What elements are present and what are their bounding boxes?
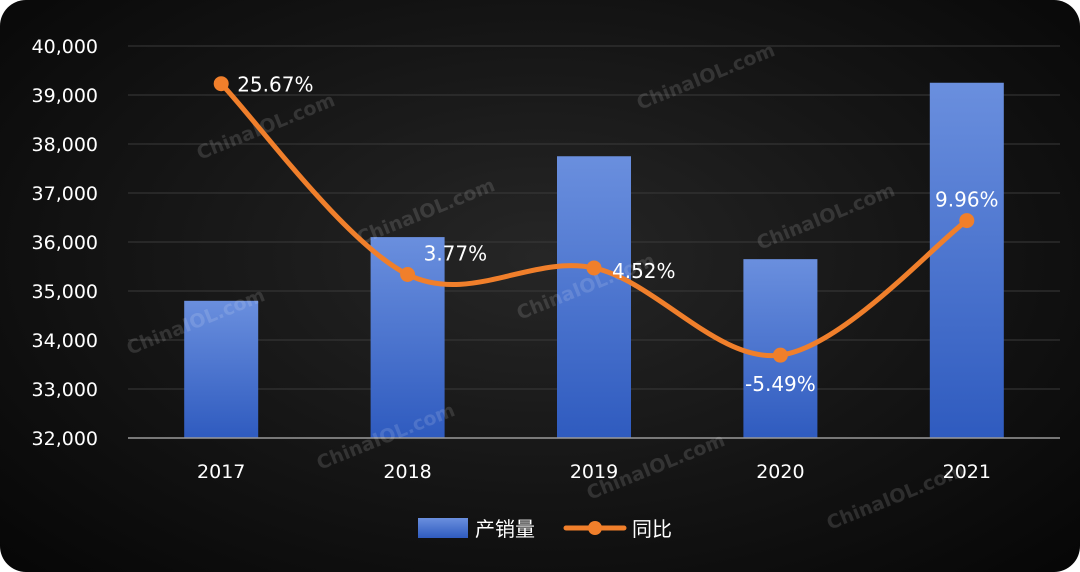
watermark-text: ChinaIOL.com: [754, 179, 899, 254]
x-axis-tick-labels: 2017 2018 2019 2020 2021: [197, 461, 991, 483]
x-tick-label: 2021: [943, 461, 991, 483]
watermark-text: ChinaIOL.com: [634, 39, 779, 114]
legend-line-marker: [588, 521, 602, 535]
bar-series: [184, 82, 1004, 438]
y-tick-label: 36,000: [32, 232, 98, 254]
x-tick-label: 2017: [197, 461, 245, 483]
bar: [929, 82, 1004, 438]
bar: [557, 156, 631, 438]
legend: 产销量 同比: [418, 517, 672, 541]
y-tick-label: 38,000: [32, 134, 98, 156]
line-point: [586, 260, 602, 276]
line-series: [213, 76, 975, 363]
line-point: [959, 213, 975, 229]
y-tick-label: 35,000: [32, 281, 98, 303]
y-tick-label: 32,000: [32, 428, 98, 450]
data-label: 9.96%: [935, 188, 999, 212]
line-point: [400, 266, 416, 282]
x-tick-label: 2019: [570, 461, 618, 483]
watermark-text: ChinaIOL.com: [194, 89, 339, 164]
legend-line-label: 同比: [632, 517, 672, 541]
y-tick-label: 33,000: [32, 379, 98, 401]
data-label: 3.77%: [424, 241, 488, 265]
y-axis-tick-labels: 32,000 33,000 34,000 35,000 36,000 37,000 38,0…: [32, 36, 98, 450]
y-tick-label: 34,000: [32, 330, 98, 352]
legend-bar-label: 产销量: [475, 517, 535, 541]
x-tick-label: 2018: [383, 461, 431, 483]
line-point: [213, 76, 229, 92]
bar: [184, 300, 259, 438]
data-label: 4.52%: [612, 259, 676, 283]
data-label: 25.67%: [237, 73, 313, 97]
legend-bar-swatch: [418, 518, 468, 538]
watermark-text: ChinaIOL.com: [824, 459, 969, 534]
line-data-labels: 25.67% 3.77% 4.52% -5.49% 9.96%: [237, 73, 998, 396]
y-tick-label: 39,000: [32, 85, 98, 107]
x-tick-label: 2020: [756, 461, 804, 483]
data-label: -5.49%: [745, 372, 816, 396]
y-tick-label: 37,000: [32, 183, 98, 205]
line-point: [772, 347, 788, 363]
y-tick-label: 40,000: [32, 36, 98, 58]
